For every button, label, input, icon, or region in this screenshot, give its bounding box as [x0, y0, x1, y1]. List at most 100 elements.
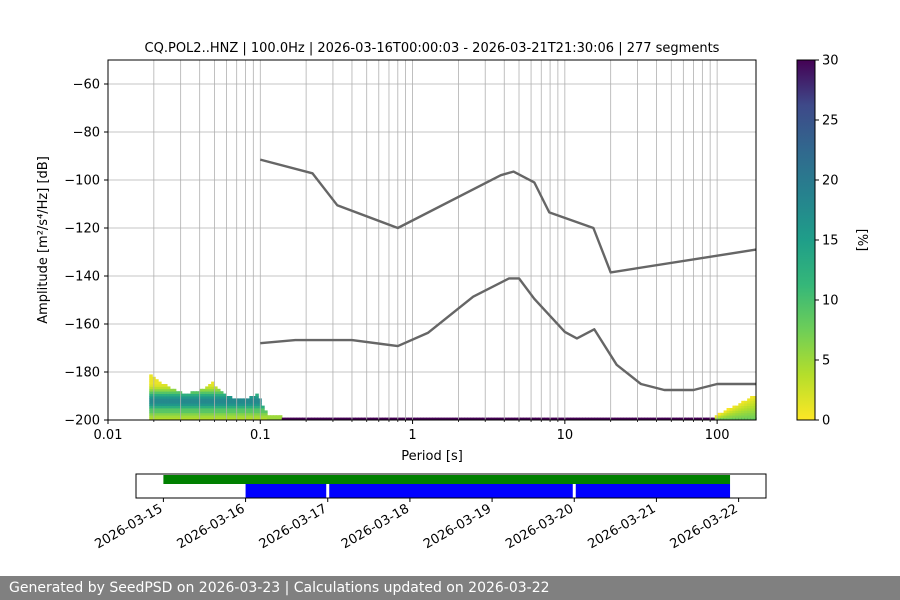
density-cell	[158, 410, 162, 414]
timeline-tick-label: 2026-03-22	[668, 501, 741, 552]
density-cell	[199, 398, 203, 402]
density-cell	[196, 398, 200, 402]
density-cell	[635, 417, 639, 421]
density-cell	[175, 403, 180, 406]
density-cell	[216, 400, 221, 404]
density-cell	[252, 403, 256, 406]
noise-model-high-curve	[259, 158, 757, 274]
density-cell	[605, 417, 610, 421]
density-cell	[208, 384, 212, 387]
density-cell	[216, 388, 221, 392]
density-cell	[476, 417, 480, 421]
density-cell	[296, 417, 301, 421]
density-cell	[166, 388, 171, 392]
density-cell	[193, 410, 197, 414]
density-cell	[237, 408, 242, 411]
density-cell	[208, 400, 212, 404]
density-cell	[317, 417, 321, 421]
density-cell	[211, 398, 215, 402]
density-cell	[594, 417, 598, 421]
density-cell	[405, 417, 410, 421]
density-cell	[434, 417, 439, 421]
density-cell	[561, 417, 566, 421]
density-cell	[543, 417, 548, 421]
density-cell	[270, 417, 274, 421]
density-cell	[237, 410, 242, 414]
density-cell	[270, 415, 274, 418]
density-cell	[214, 388, 218, 392]
density-cell	[166, 396, 171, 399]
density-cell	[199, 417, 203, 421]
density-cell	[437, 417, 442, 421]
density-cell	[208, 386, 212, 390]
density-cell	[694, 417, 698, 421]
density-cell	[214, 398, 218, 402]
density-cell	[747, 412, 751, 416]
density-cell	[738, 405, 742, 409]
density-cell	[729, 417, 734, 421]
density-cell	[155, 379, 159, 382]
density-cell	[202, 393, 206, 397]
density-cell	[741, 400, 745, 404]
density-cell	[222, 398, 227, 402]
density-cell	[246, 400, 250, 404]
density-cell	[744, 410, 748, 414]
density-cell	[175, 396, 180, 399]
density-cell	[293, 417, 298, 421]
density-cell	[225, 398, 230, 402]
density-cell	[744, 415, 748, 418]
colorbar-tick-label: 5	[822, 354, 830, 369]
density-cell	[446, 417, 451, 421]
density-cell	[158, 384, 162, 387]
density-cell	[732, 417, 736, 421]
density-cell	[216, 398, 221, 402]
density-cell	[166, 400, 171, 404]
density-cell	[228, 408, 233, 411]
density-cell	[750, 415, 754, 418]
density-cell	[390, 417, 395, 421]
density-cell	[166, 415, 171, 418]
density-cell	[632, 417, 636, 421]
noise-model-low-curve	[260, 277, 756, 392]
density-cell	[697, 417, 701, 421]
density-cell	[261, 412, 265, 416]
density-cell	[187, 412, 192, 416]
density-cell	[149, 374, 153, 378]
density-cell	[499, 417, 504, 421]
density-cell	[393, 417, 398, 421]
density-cell	[219, 400, 224, 404]
density-cell	[246, 403, 250, 406]
density-cell	[190, 398, 195, 402]
density-cell	[275, 415, 280, 418]
colorbar-tick-label: 15	[822, 234, 839, 249]
density-cell	[211, 412, 215, 416]
density-cell	[187, 405, 192, 409]
density-cell	[155, 381, 159, 385]
colorbar-tick-label: 25	[822, 114, 839, 129]
density-cell	[414, 417, 418, 421]
density-cell	[688, 417, 692, 421]
density-cell	[181, 417, 186, 421]
density-cell	[240, 403, 245, 406]
density-cell	[214, 403, 218, 406]
density-cell	[172, 408, 177, 411]
density-cell	[240, 405, 245, 409]
density-cell	[443, 417, 448, 421]
density-cell	[169, 417, 174, 421]
density-cell	[231, 415, 236, 418]
density-cell	[222, 393, 227, 397]
density-cell	[169, 393, 174, 397]
density-cell	[470, 417, 474, 421]
density-cell	[211, 388, 215, 392]
density-cell	[741, 410, 745, 414]
density-cell	[732, 408, 736, 411]
density-cell	[169, 412, 174, 416]
density-cell	[205, 398, 209, 402]
density-cell	[158, 408, 162, 411]
density-cell	[169, 403, 174, 406]
density-cell	[252, 412, 256, 416]
density-cell	[193, 405, 197, 409]
density-cell	[287, 417, 292, 421]
density-cell	[328, 417, 333, 421]
density-cell	[753, 398, 757, 402]
